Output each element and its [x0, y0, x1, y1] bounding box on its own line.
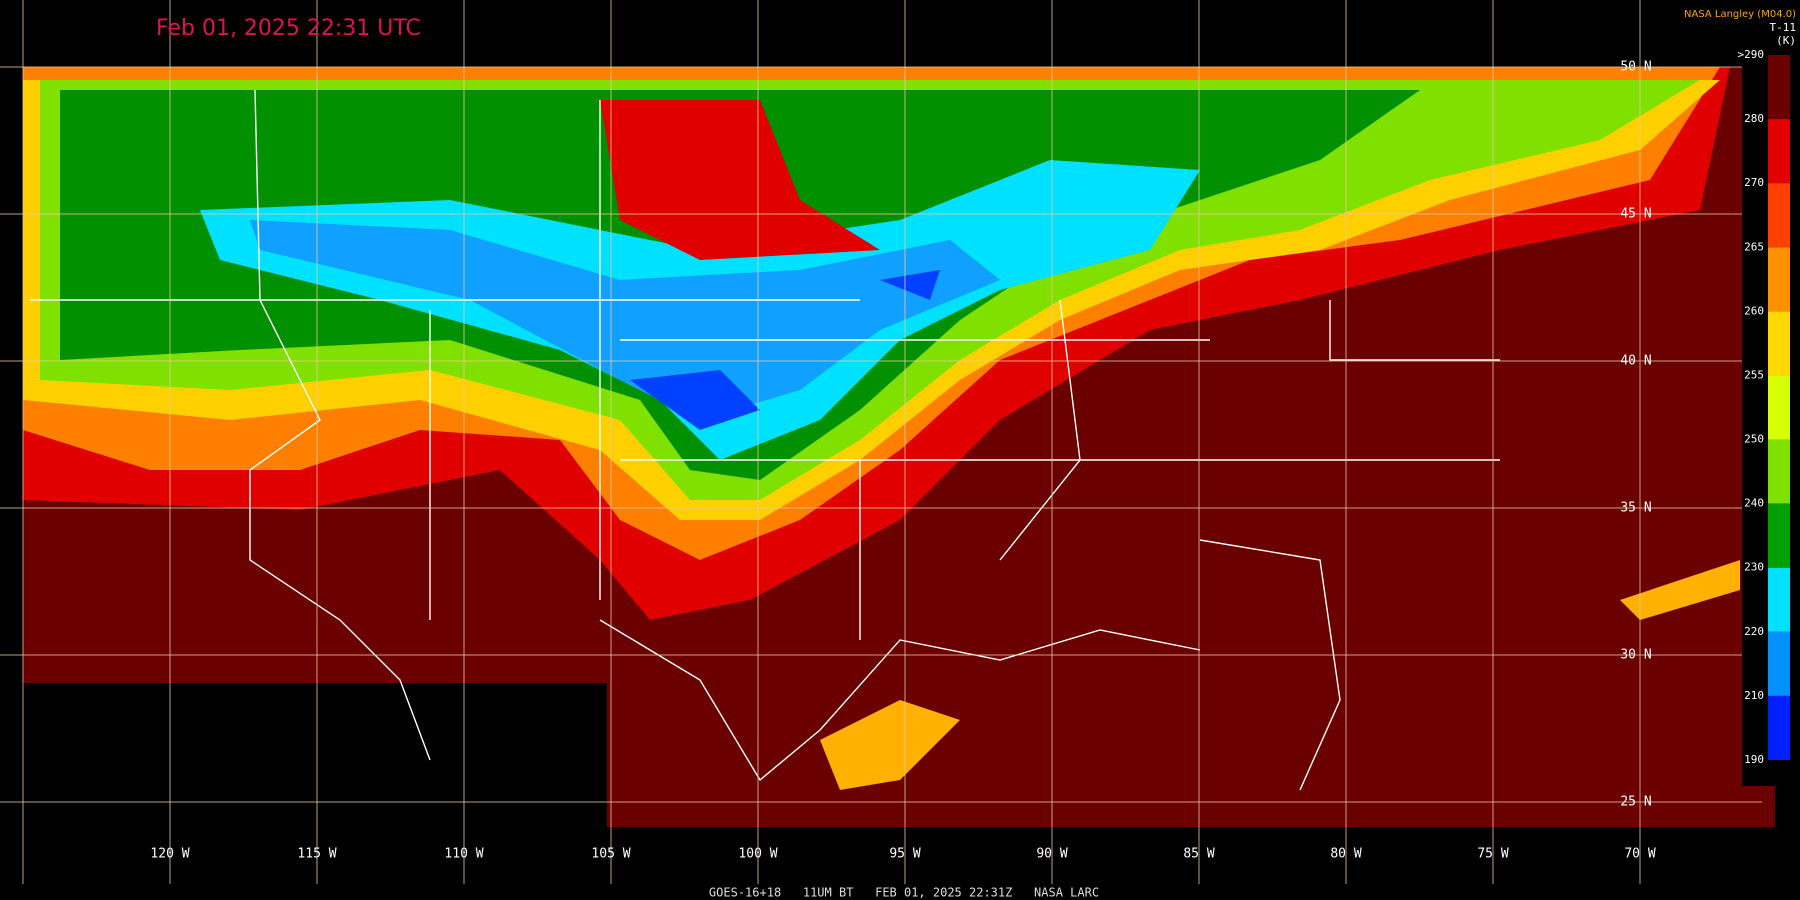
latitude-label: 30 N: [1620, 648, 1651, 663]
colorbar-segment: [1768, 695, 1790, 760]
colorbar-segment: [1768, 631, 1790, 696]
longitude-label: 90 W: [1036, 847, 1067, 862]
colorbar-tick-label: 230: [1744, 561, 1764, 574]
longitude-label: 120 W: [150, 847, 189, 862]
cloud-deepblue: [630, 270, 940, 430]
longitude-label: 95 W: [889, 847, 920, 862]
colorbar-segment: [1768, 183, 1790, 248]
colorbar-tick-label: 255: [1744, 368, 1764, 381]
latitude-label: 25 N: [1620, 795, 1651, 810]
imagery: [23, 67, 1775, 828]
lat-lon-grid: 120 W 115 W 110 W 105 W 100 W 95 W 90 W 85 W 80 …: [0, 0, 1762, 884]
legend-source: NASA Langley (M04.0): [1684, 9, 1796, 20]
colorbar-segment: [1768, 247, 1790, 312]
latitude-label: 50 N: [1620, 60, 1651, 75]
colorbar-tick-label: 240: [1744, 497, 1764, 510]
no-data: [23, 683, 607, 828]
legend-variable: T-11: [1770, 21, 1797, 34]
colorbar-segment: [1768, 55, 1790, 120]
colorbar-tick-label: 190: [1744, 753, 1764, 766]
longitude-label: 110 W: [444, 847, 483, 862]
colorbar-tick-label: 250: [1744, 433, 1764, 446]
colorbar-segment: [1768, 119, 1790, 184]
cloud-blue: [250, 220, 1000, 420]
legend-unit: (K): [1776, 34, 1796, 47]
state-boundaries: [30, 89, 1500, 791]
footer-caption: GOES-16+18 11UM BT FEB 01, 2025 22:31Z N…: [709, 886, 1099, 900]
timestamp: Feb 01, 2025 22:31 UTC: [156, 16, 421, 41]
cloud-scattered: [820, 560, 1740, 790]
colorbar-segment: [1768, 503, 1790, 568]
latitude-label: 45 N: [1620, 207, 1651, 222]
colorbar: >290 280 270 265 260 255 250 240 230 220 210 190: [1738, 48, 1790, 766]
colorbar-segment: [1768, 375, 1790, 440]
colorbar-segment: [1768, 567, 1790, 632]
colorbar-tick-label: 270: [1744, 176, 1764, 189]
footer-bar: [0, 884, 1800, 900]
longitude-label: 70 W: [1624, 847, 1655, 862]
longitude-label: 85 W: [1183, 847, 1214, 862]
colorbar-tick-label: >290: [1738, 48, 1765, 61]
longitude-label: 115 W: [297, 847, 336, 862]
colorbar-tick-label: 265: [1744, 240, 1764, 253]
colorbar-tick-label: 280: [1744, 112, 1764, 125]
longitude-label: 80 W: [1330, 847, 1361, 862]
longitude-label: 100 W: [738, 847, 777, 862]
colorbar-tick-label: 260: [1744, 304, 1764, 317]
latitude-label: 40 N: [1620, 354, 1651, 369]
latitude-label: 35 N: [1620, 501, 1651, 516]
cloud-red-patch: [600, 100, 1440, 275]
colorbar-segment: [1768, 439, 1790, 504]
colorbar-tick-label: 220: [1744, 625, 1764, 638]
colorbar-tick-label: 210: [1744, 689, 1764, 702]
longitude-label: 105 W: [591, 847, 630, 862]
longitude-label: 75 W: [1477, 847, 1508, 862]
borders: [30, 89, 1500, 791]
colorbar-segment: [1768, 311, 1790, 376]
